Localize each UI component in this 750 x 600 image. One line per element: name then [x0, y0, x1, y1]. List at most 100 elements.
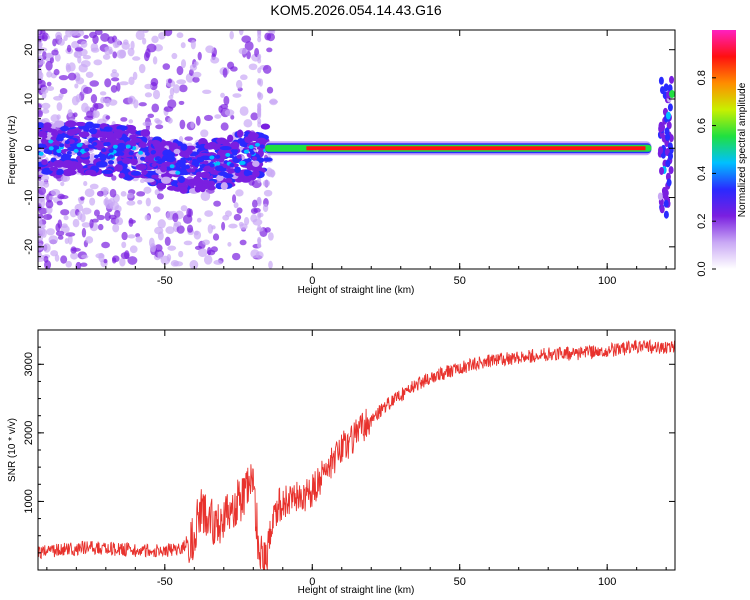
noise-blob — [203, 254, 213, 265]
ridge-core-blob — [84, 147, 90, 152]
noise-blob — [52, 38, 57, 47]
colorbar-tick-label: 0.8 — [696, 70, 708, 85]
noise-blob — [223, 95, 230, 106]
ridge-core-blob — [248, 145, 254, 150]
noise-blob — [157, 251, 163, 260]
noise-blob — [66, 44, 72, 53]
noise-blob — [75, 30, 85, 37]
noise-blob — [250, 112, 259, 121]
noise-blob — [263, 189, 273, 197]
noise-blob — [60, 209, 70, 216]
noise-blob — [104, 49, 113, 55]
noise-blob — [266, 47, 273, 53]
noise-blob — [210, 56, 220, 64]
y-tick-label: 10 — [23, 93, 35, 105]
noise-blob — [171, 52, 178, 60]
noise-blob — [142, 30, 149, 34]
noise-blob — [203, 114, 214, 121]
ridge-blob — [199, 185, 206, 193]
noise-blob — [180, 59, 187, 69]
ridge-core-blob — [254, 142, 260, 147]
x-tick-label: 100 — [598, 275, 616, 287]
ridge-blob — [53, 120, 65, 128]
noise-blob — [43, 255, 49, 263]
noise-blob — [233, 202, 239, 209]
noise-blob — [70, 246, 77, 254]
noise-blob — [268, 260, 273, 269]
noise-blob — [138, 63, 146, 74]
ridge-blob — [140, 129, 151, 137]
noise-blob — [81, 227, 87, 238]
noise-blob — [138, 102, 147, 107]
ridge-blob — [230, 148, 239, 154]
noise-blob — [214, 114, 222, 119]
noise-blob — [81, 254, 89, 259]
ridge-core-blob — [232, 156, 238, 161]
noise-blob — [93, 59, 103, 66]
ridge-blob — [263, 157, 273, 162]
noise-blob — [228, 223, 238, 229]
noise-blob — [146, 43, 157, 53]
noise-blob — [213, 259, 223, 265]
noise-blob — [157, 219, 166, 229]
edge-blob — [666, 178, 672, 187]
ridge-blob — [124, 124, 137, 132]
ridge-blob — [103, 126, 113, 132]
ridge-blob — [255, 137, 267, 144]
noise-blob — [239, 106, 249, 116]
noise-blob — [38, 78, 43, 85]
ridge-core-blob — [181, 166, 187, 171]
ridge-blob — [168, 142, 179, 150]
ridge-blob — [60, 153, 71, 162]
noise-blob — [55, 230, 65, 237]
y-tick-label: 0 — [23, 145, 35, 151]
noise-blob — [60, 255, 68, 264]
noise-blob — [235, 189, 244, 197]
noise-blob — [178, 100, 185, 105]
ridge-blob — [101, 169, 113, 175]
noise-blob — [128, 76, 135, 86]
noise-blob — [126, 200, 136, 206]
noise-blob — [55, 31, 63, 40]
snr-ticks: -50 0 50 100 1000 2000 3000 — [23, 329, 675, 588]
noise-blob — [67, 234, 73, 245]
ridge-blob — [38, 122, 44, 128]
noise-blob — [73, 51, 79, 58]
noise-blob — [202, 239, 210, 246]
noise-blob — [251, 199, 258, 208]
noise-blob — [229, 31, 234, 40]
edge-blob — [669, 75, 675, 84]
noise-blob — [257, 79, 262, 86]
noise-blob — [257, 109, 262, 116]
noise-blob — [39, 223, 46, 229]
ridge-core-blob — [243, 149, 249, 154]
ridge-blob — [38, 130, 48, 138]
noise-blob — [50, 189, 61, 196]
noise-blob — [40, 86, 49, 95]
noise-blob — [166, 253, 172, 262]
ridge-blob — [74, 121, 87, 127]
noise-blob — [257, 118, 262, 125]
noise-blob — [145, 197, 151, 207]
ridge-core-blob — [64, 140, 70, 145]
noise-blob — [41, 108, 50, 114]
ridge-core-blob — [229, 163, 235, 168]
ridge-blob — [107, 160, 115, 165]
noise-blob — [231, 252, 241, 261]
ridge-core-blob — [154, 156, 160, 161]
edge-blob — [662, 191, 668, 200]
noise-blob — [114, 38, 121, 48]
edge-blob — [658, 146, 664, 155]
ridge-blob — [141, 169, 148, 175]
edge-blob — [668, 166, 674, 175]
ridge-core-blob — [198, 167, 204, 172]
noise-blob — [65, 30, 73, 38]
ridge-core-blob — [73, 148, 79, 153]
noise-blob — [89, 197, 96, 206]
noise-blob — [51, 49, 59, 56]
noise-blob — [82, 54, 92, 60]
snr-series-line — [38, 339, 675, 570]
noise-blob — [195, 115, 201, 126]
ridge-core-blob — [76, 151, 82, 156]
noise-blob — [206, 249, 216, 256]
